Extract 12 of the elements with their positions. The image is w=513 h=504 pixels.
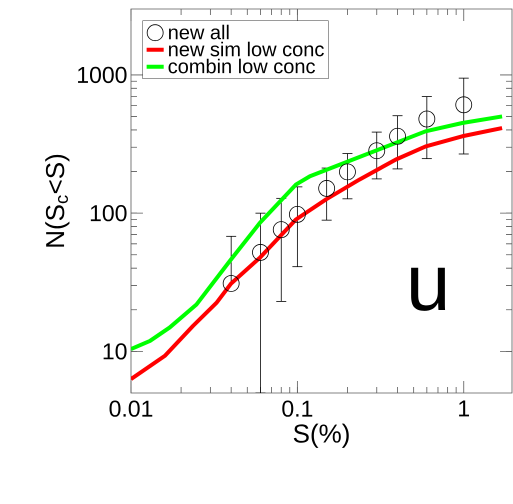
- legend-label: new all: [169, 24, 229, 40]
- x-tick-label: 0.01: [110, 400, 152, 417]
- legend-label: combin low conc: [168, 58, 315, 74]
- annotation: u: [411, 268, 446, 311]
- x-tick-label: 0.1: [282, 400, 312, 417]
- y-tick-label: 100: [90, 205, 127, 222]
- y-tick-label: 10: [104, 343, 127, 360]
- y-tick-label: 1000: [78, 66, 127, 84]
- y-axis-title: N(S$_{c}$<S): [45, 154, 70, 247]
- legend-label: new sim low conc: [169, 42, 324, 56]
- x-axis-title: S(%): [294, 424, 349, 448]
- x-tick-label: 1: [459, 400, 470, 416]
